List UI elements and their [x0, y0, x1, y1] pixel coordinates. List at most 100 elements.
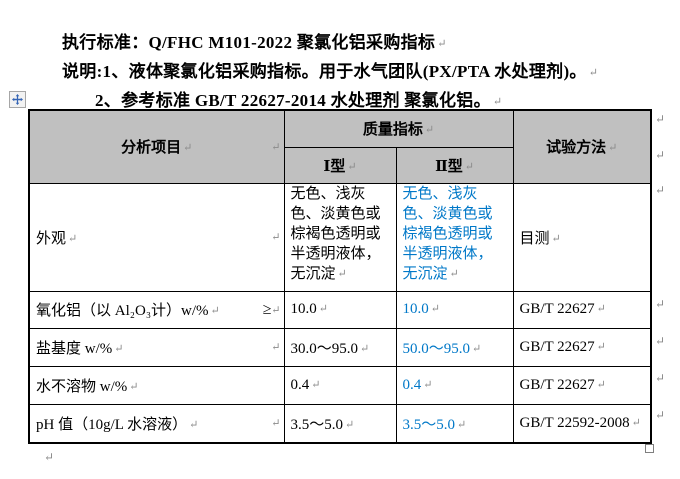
cell-end-mark: ↵ — [430, 303, 440, 315]
alumina-type-i-value: 10.0 — [290, 301, 317, 317]
header-type-i-label: Ⅰ型 — [323, 158, 346, 175]
cell-end-mark: ↵ — [596, 378, 606, 391]
paragraph-mark: ↵ — [44, 450, 55, 464]
cell-end-mark: ↵ — [311, 378, 321, 391]
cell-end-mark: ↵ — [271, 304, 281, 316]
row-end-mark: ↵ — [655, 334, 666, 348]
row-end-mark: ↵ — [655, 408, 666, 422]
appearance-type-i-value: 无色、浅灰色、淡黄色或棕褐色透明或半透明液体，无沉淀 — [290, 185, 381, 282]
cell-end-mark: ↵ — [423, 378, 433, 391]
paragraph-mark: ↵ — [588, 67, 599, 79]
cell-appearance-item[interactable]: 外观 ↵ ↵ — [28, 182, 285, 292]
cell-alumina-method[interactable]: GB/T 22627 ↵ — [512, 290, 652, 329]
header-cell-type-i[interactable]: Ⅰ型 ↵ — [283, 146, 397, 184]
standard-title-text: 执行标准：Q/FHC M101-2022 聚氯化铝采购指标 — [62, 33, 436, 52]
cell-appearance-type-ii[interactable]: 无色、浅灰色、淡黄色或棕褐色透明或半透明液体，无沉淀 ↵ — [395, 182, 514, 292]
table-resize-handle[interactable] — [645, 444, 654, 453]
greater-equal-symbol: ≥ — [262, 300, 272, 318]
row-end-mark: ↵ — [655, 371, 666, 385]
header-analysis-item-label: 分析项目 — [121, 140, 182, 157]
cell-end-mark: ↵ — [472, 342, 482, 355]
ph-method-value: GB/T 22592-2008 — [519, 414, 630, 431]
cell-end-mark: ↵ — [449, 267, 459, 280]
cell-alumina-type-ii[interactable]: 10.0 ↵ — [395, 290, 514, 329]
ph-type-i-value: 3.5～5.0 — [290, 416, 344, 433]
cell-basicity-item[interactable]: 盐基度 w/% ↵ ↵ — [28, 327, 285, 367]
table-move-handle-icon[interactable] — [9, 91, 26, 108]
cell-end-mark: ↵ — [210, 305, 220, 317]
cell-basicity-type-ii[interactable]: 50.0～95.0 ↵ — [395, 327, 514, 367]
cell-end-mark: ↵ — [271, 141, 281, 154]
cell-end-mark: ↵ — [464, 160, 474, 173]
row-end-mark: ↵ — [655, 148, 666, 162]
cell-insoluble-item[interactable]: 水不溶物 w/% ↵ — [28, 365, 285, 405]
cell-basicity-method[interactable]: GB/T 22627 ↵ — [512, 327, 652, 367]
alumina-method-value: GB/T 22627 — [519, 301, 595, 317]
cell-end-mark: ↵ — [631, 416, 641, 429]
cell-insoluble-type-ii[interactable]: 0.4 ↵ — [395, 365, 514, 405]
cell-ph-type-ii[interactable]: 3.5～5.0 ↵ — [395, 403, 514, 444]
row-end-mark: ↵ — [655, 183, 666, 197]
table-row-ph: pH 值（10g/L 水溶液） ↵ ↵ 3.5～5.0 ↵ 3.5～5.0 ↵ GB/… — [28, 403, 652, 444]
table-row-alumina: 氧化铝（以 Al₂O₃计）w/% ↵ ≥ ↵ 10.0 ↵ 10.0 ↵ GB/T 2… — [28, 290, 652, 329]
insoluble-type-i-value: 0.4 — [290, 376, 310, 393]
header-cell-analysis-item[interactable]: 分析项目 ↵ ↵ — [28, 109, 285, 184]
spec-table: 分析项目 ↵ ↵ 质量指标 ↵ 试验方法 ↵ Ⅰ型 ↵ Ⅱ型 ↵ 外观 ↵ ↵ — [28, 109, 653, 444]
cell-end-mark: ↵ — [551, 232, 561, 245]
cell-end-mark: ↵ — [271, 341, 281, 354]
appearance-method-value: 目测 — [519, 230, 550, 247]
table-row-insoluble: 水不溶物 w/% ↵ 0.4 ↵ 0.4 ↵ GB/T 22627 ↵ — [28, 365, 652, 405]
note-line-1[interactable]: 说明:1、液体聚氯化铝采购指标。用于水气团队(PX/PTA 水处理剂)。 ↵ — [62, 57, 598, 82]
paragraph-mark: ↵ — [492, 96, 503, 108]
cell-alumina-type-i[interactable]: 10.0 ↵ — [283, 290, 397, 329]
header-cell-test-method[interactable]: 试验方法 ↵ — [512, 109, 652, 184]
insoluble-type-ii-value: 0.4 — [402, 376, 422, 393]
cell-end-mark: ↵ — [183, 142, 193, 155]
cell-end-mark: ↵ — [271, 417, 281, 430]
alumina-item-label: 氧化铝（以 Al₂O₃计）w/% — [36, 303, 209, 319]
ph-item-label: pH 值（10g/L 水溶液） — [36, 416, 188, 433]
cell-insoluble-method[interactable]: GB/T 22627 ↵ — [512, 365, 652, 405]
alumina-type-ii-value: 10.0 — [402, 301, 429, 317]
table-header-row-2: Ⅰ型 ↵ Ⅱ型 ↵ — [29, 146, 651, 184]
cell-ph-method[interactable]: GB/T 22592-2008 ↵ — [512, 403, 652, 444]
note-line-2[interactable]: 2、参考标准 GB/T 22627-2014 水处理剂 聚氯化铝。 ↵ — [95, 86, 502, 111]
appearance-type-ii-value: 无色、浅灰色、淡黄色或棕褐色透明或半透明液体，无沉淀 — [402, 185, 493, 282]
header-cell-type-ii[interactable]: Ⅱ型 ↵ — [395, 146, 514, 184]
cell-end-mark: ↵ — [596, 303, 606, 315]
basicity-type-i-value: 30.0～95.0 — [290, 340, 359, 357]
row-end-mark: ↵ — [655, 297, 666, 311]
insoluble-method-value: GB/T 22627 — [519, 376, 595, 393]
cell-end-mark: ↵ — [271, 231, 281, 244]
cell-appearance-type-i[interactable]: 无色、浅灰色、淡黄色或棕褐色透明或半透明液体，无沉淀 ↵ — [283, 182, 397, 292]
cell-end-mark: ↵ — [347, 160, 357, 173]
table-row-basicity: 盐基度 w/% ↵ ↵ 30.0～95.0 ↵ 50.0～95.0 ↵ GB/T 22… — [28, 327, 652, 367]
cell-basicity-type-i[interactable]: 30.0～95.0 ↵ — [283, 327, 397, 367]
cell-appearance-method[interactable]: 目测 ↵ — [512, 182, 652, 292]
note-line-2-text: 2、参考标准 GB/T 22627-2014 水处理剂 聚氯化铝。 — [95, 91, 491, 110]
cell-end-mark: ↵ — [345, 418, 355, 431]
cell-end-mark: ↵ — [189, 418, 199, 431]
basicity-method-value: GB/T 22627 — [519, 338, 595, 355]
cell-end-mark: ↵ — [360, 342, 370, 355]
basicity-item-label: 盐基度 w/% — [36, 340, 113, 357]
cell-ph-item[interactable]: pH 值（10g/L 水溶液） ↵ ↵ — [28, 403, 285, 444]
standard-title-line[interactable]: 执行标准：Q/FHC M101-2022 聚氯化铝采购指标 ↵ — [62, 28, 447, 53]
appearance-item-label: 外观 — [36, 230, 67, 247]
cell-alumina-item[interactable]: 氧化铝（以 Al₂O₃计）w/% ↵ ≥ ↵ — [28, 290, 285, 329]
table-header-row-1: 分析项目 ↵ ↵ 质量指标 ↵ 试验方法 ↵ — [28, 109, 652, 184]
header-quality-index-label: 质量指标 — [362, 122, 423, 139]
cell-end-mark: ↵ — [318, 303, 328, 315]
paragraph-mark: ↵ — [437, 38, 447, 50]
move-cross-icon — [12, 94, 23, 105]
cell-end-mark: ↵ — [424, 124, 435, 137]
cell-ph-type-i[interactable]: 3.5～5.0 ↵ — [283, 403, 397, 444]
header-type-ii-label: Ⅱ型 — [435, 158, 463, 175]
note-line-1-text: 说明:1、液体聚氯化铝采购指标。用于水气团队(PX/PTA 水处理剂)。 — [62, 62, 587, 81]
cell-end-mark: ↵ — [114, 342, 124, 355]
ph-type-ii-value: 3.5～5.0 — [402, 416, 456, 433]
cell-insoluble-type-i[interactable]: 0.4 ↵ — [283, 365, 397, 405]
header-cell-quality-index[interactable]: 质量指标 ↵ — [283, 109, 514, 148]
cell-end-mark: ↵ — [337, 267, 347, 280]
header-test-method-label: 试验方法 — [546, 140, 607, 157]
